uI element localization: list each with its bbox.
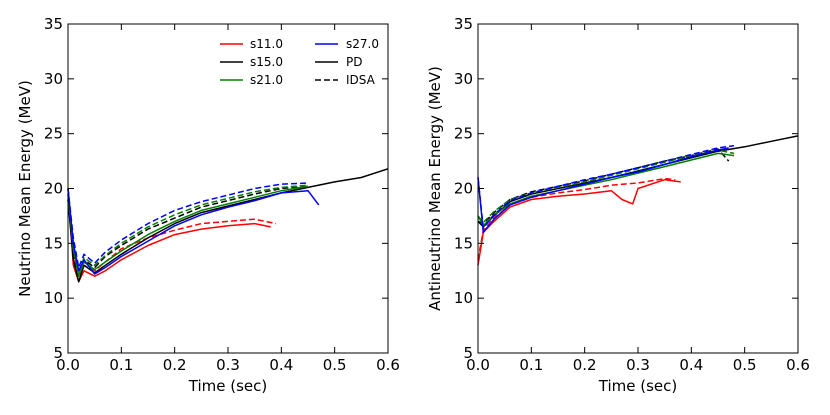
panel-2-y-tick-label: 25 bbox=[454, 125, 473, 143]
panel-1-y-tick-label: 10 bbox=[44, 289, 63, 307]
panel-1-series-s21-0-idsa bbox=[67, 184, 309, 274]
panel-1-series-s27-0-pd bbox=[67, 188, 320, 275]
panel-2-x-tick-label: 0.6 bbox=[786, 356, 810, 374]
panel-1-legend-label-s27-0: s27.0 bbox=[346, 37, 379, 51]
panel-1-legend-label-s11-0: s11.0 bbox=[250, 37, 283, 51]
panel-2-y-tick-label: 20 bbox=[454, 180, 473, 198]
panel-2-y-tick-label: 15 bbox=[454, 234, 473, 252]
panel-2-x-tick-label: 0.5 bbox=[733, 356, 757, 374]
panel-1-series-s15-0-pd bbox=[67, 168, 389, 283]
panel-1-y-tick-label: 30 bbox=[44, 70, 63, 88]
panel-2-y-tick-label: 30 bbox=[454, 70, 473, 88]
panel-1-series-s11-0-idsa bbox=[67, 188, 277, 277]
panel-1-x-tick-label: 0.5 bbox=[323, 356, 347, 374]
panel-1-axes-frame bbox=[67, 23, 389, 354]
panel-2-y-tick-label: 10 bbox=[454, 289, 473, 307]
panel-2-series-s27-0-idsa bbox=[477, 144, 735, 229]
panel-1-x-tick-label: 0.2 bbox=[163, 356, 187, 374]
panel-1-x-axis-label: Time (sec) bbox=[188, 377, 267, 395]
panel-1-y-tick-label: 35 bbox=[44, 15, 63, 33]
panel-1-y-tick-label: 5 bbox=[53, 344, 63, 362]
panel-1-x-tick-label: 0.0 bbox=[56, 356, 80, 374]
panel-2-x-tick-label: 0.2 bbox=[573, 356, 597, 374]
panel-2-series-s27-0-pd bbox=[477, 147, 729, 234]
panel-1-series-s27-0-idsa bbox=[67, 182, 309, 269]
panel-2-series-s21-0-pd bbox=[477, 152, 735, 227]
panel-2-x-axis-label: Time (sec) bbox=[598, 377, 677, 395]
panel-2-series-s11-0-pd bbox=[477, 178, 681, 266]
panel-1-legend-label-s15-0: s15.0 bbox=[250, 55, 283, 69]
panel-2-x-tick-label: 0.0 bbox=[466, 356, 490, 374]
panel-2-series-s15-0-pd bbox=[477, 135, 799, 228]
panel-1-series-s21-0-pd bbox=[67, 185, 309, 277]
panel-2-series-s21-0-idsa bbox=[477, 149, 735, 224]
panel-1-y-tick-label: 25 bbox=[44, 125, 63, 143]
panel-2-x-tick-label: 0.4 bbox=[679, 356, 703, 374]
panel-1-x-tick-label: 0.1 bbox=[109, 356, 133, 374]
panel-1-x-tick-label: 0.4 bbox=[269, 356, 293, 374]
panel-2-x-tick-label: 0.1 bbox=[519, 356, 543, 374]
panel-1-legend-label-s21-0: s21.0 bbox=[250, 73, 283, 87]
panel-2-y-tick-label: 35 bbox=[454, 15, 473, 33]
panel-1-y-tick-label: 20 bbox=[44, 180, 63, 198]
panel-1-series-s15-0-idsa bbox=[67, 185, 309, 277]
panel-1-y-axis-label: Neutrino Mean Energy (MeV) bbox=[16, 80, 34, 297]
panel-2-y-tick-label: 5 bbox=[463, 344, 473, 362]
panel-2-y-axis-label: Antineutrino Mean Energy (MeV) bbox=[426, 66, 444, 311]
panel-1-legend-label-idsa: IDSA bbox=[346, 73, 376, 87]
panel-1-x-tick-label: 0.6 bbox=[376, 356, 400, 374]
panel-2-series-s11-0-idsa bbox=[477, 177, 676, 260]
panel-1-y-tick-label: 15 bbox=[44, 234, 63, 252]
panel-1-x-tick-label: 0.3 bbox=[216, 356, 240, 374]
panel-1-legend-label-pd: PD bbox=[346, 55, 362, 69]
panel-2-x-tick-label: 0.3 bbox=[626, 356, 650, 374]
